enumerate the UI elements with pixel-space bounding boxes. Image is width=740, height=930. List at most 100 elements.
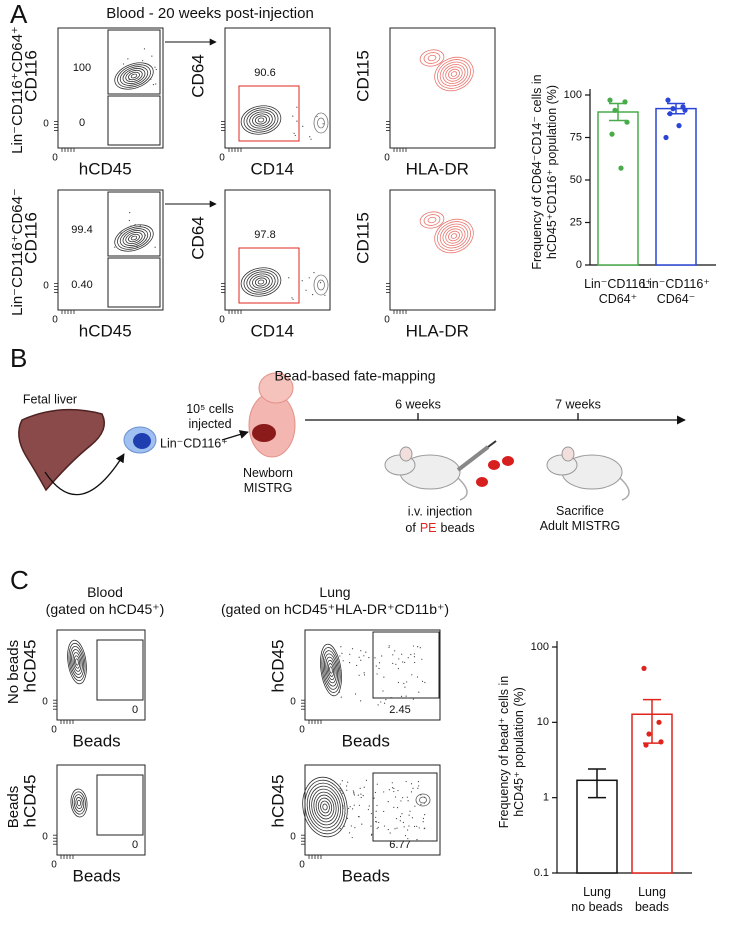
event-dot [340, 798, 342, 800]
x-tick-label: Lin⁻CD116⁺ CD64⁻ [642, 277, 710, 306]
contour [240, 267, 282, 297]
event-dot [404, 835, 407, 837]
event-dot [394, 828, 396, 830]
x-axis-label: Beads [72, 866, 120, 885]
contour [306, 782, 344, 832]
gate [372, 631, 440, 699]
contour [254, 277, 268, 287]
contour [423, 214, 441, 226]
event-dot [408, 814, 410, 816]
event-dot [339, 655, 341, 657]
gate [107, 29, 161, 95]
event-dot [413, 656, 416, 658]
y-axis-label: Frequency of CD64⁻CD14⁻ cells inhCD45⁺CD… [530, 74, 559, 269]
event-dot [373, 797, 375, 799]
x-axis-label: hCD45 [79, 321, 132, 340]
y-axis-label: CD64 [188, 216, 207, 259]
event-dot [342, 660, 344, 662]
contour [68, 642, 86, 682]
event-dot [360, 700, 362, 702]
contour [70, 788, 88, 818]
contour [317, 117, 325, 129]
event-dot [409, 810, 411, 812]
y-tick-label: 0 [576, 259, 582, 271]
event-dot [397, 667, 400, 670]
mouse-ear [561, 446, 575, 462]
data-point [607, 97, 613, 103]
cell-nucleus [133, 433, 151, 449]
contour [254, 115, 268, 125]
y-tick-label: 100 [531, 641, 549, 653]
event-dot [395, 663, 397, 665]
mouse-ear [399, 446, 413, 462]
event-dot [410, 783, 413, 785]
event-dot [296, 106, 298, 108]
data-point [663, 134, 669, 141]
event-dot [394, 796, 397, 798]
plot-frame [56, 764, 146, 856]
contour [450, 233, 458, 239]
y-tick-label: 1 [543, 792, 549, 804]
event-dot [368, 657, 370, 659]
event-dot [339, 788, 341, 790]
error-bar [588, 768, 606, 799]
syringe [456, 445, 490, 472]
plot-frame [224, 189, 331, 311]
event-dot [387, 801, 389, 803]
diagram-label: Sacrifice Adult MISTRG [540, 504, 621, 533]
axis-zero-label: 0 [299, 860, 305, 871]
event-dot [388, 645, 390, 647]
newborn-head [258, 372, 294, 404]
event-dot [377, 826, 379, 828]
mouse-tail [619, 477, 630, 501]
event-dot [322, 123, 324, 125]
y-axis-label: Frequency of bead⁺ cells inhCD45⁺ popula… [497, 676, 526, 829]
event-dot [359, 787, 361, 789]
event-dot [122, 63, 125, 65]
event-dot [342, 792, 344, 794]
event-dot [421, 658, 423, 660]
event-dot [351, 648, 354, 650]
event-dot [395, 818, 398, 820]
axis-zero-label: 0 [219, 153, 225, 164]
event-dot [368, 805, 370, 807]
gate [107, 191, 161, 257]
event-dot [350, 825, 353, 827]
x-axis-label: CD14 [251, 321, 294, 340]
event-dot [388, 646, 390, 649]
event-dot [352, 790, 355, 792]
diagram-label: of PE beads [405, 521, 474, 535]
event-dot [351, 808, 354, 810]
event-dot [301, 280, 303, 282]
row-label: No beads [5, 640, 22, 704]
y-axis-label: CD115 [353, 50, 372, 102]
event-dot [353, 794, 356, 796]
x-axis-label: hCD45 [79, 159, 132, 178]
arrow [221, 430, 249, 441]
event-dot [128, 79, 130, 81]
event-dot [398, 658, 400, 660]
plot-frame [304, 629, 441, 721]
data-point [641, 665, 647, 671]
contour [246, 271, 276, 293]
contour [442, 226, 466, 246]
event-dot [391, 787, 394, 789]
contour [69, 646, 85, 678]
contour [322, 650, 340, 690]
event-dot [376, 827, 378, 830]
contour [76, 799, 82, 807]
bar [655, 107, 697, 266]
event-dot [401, 653, 403, 655]
event-dot [396, 807, 399, 809]
event-dot [416, 676, 419, 678]
gate [372, 772, 438, 842]
event-dot [363, 674, 366, 676]
label-part: of [405, 521, 416, 535]
event-dot [130, 225, 132, 227]
event-dot [417, 781, 420, 783]
axis-zero-label: 0 [290, 697, 296, 708]
event-dot [376, 673, 378, 675]
contour [419, 211, 445, 229]
event-dot [404, 686, 406, 688]
